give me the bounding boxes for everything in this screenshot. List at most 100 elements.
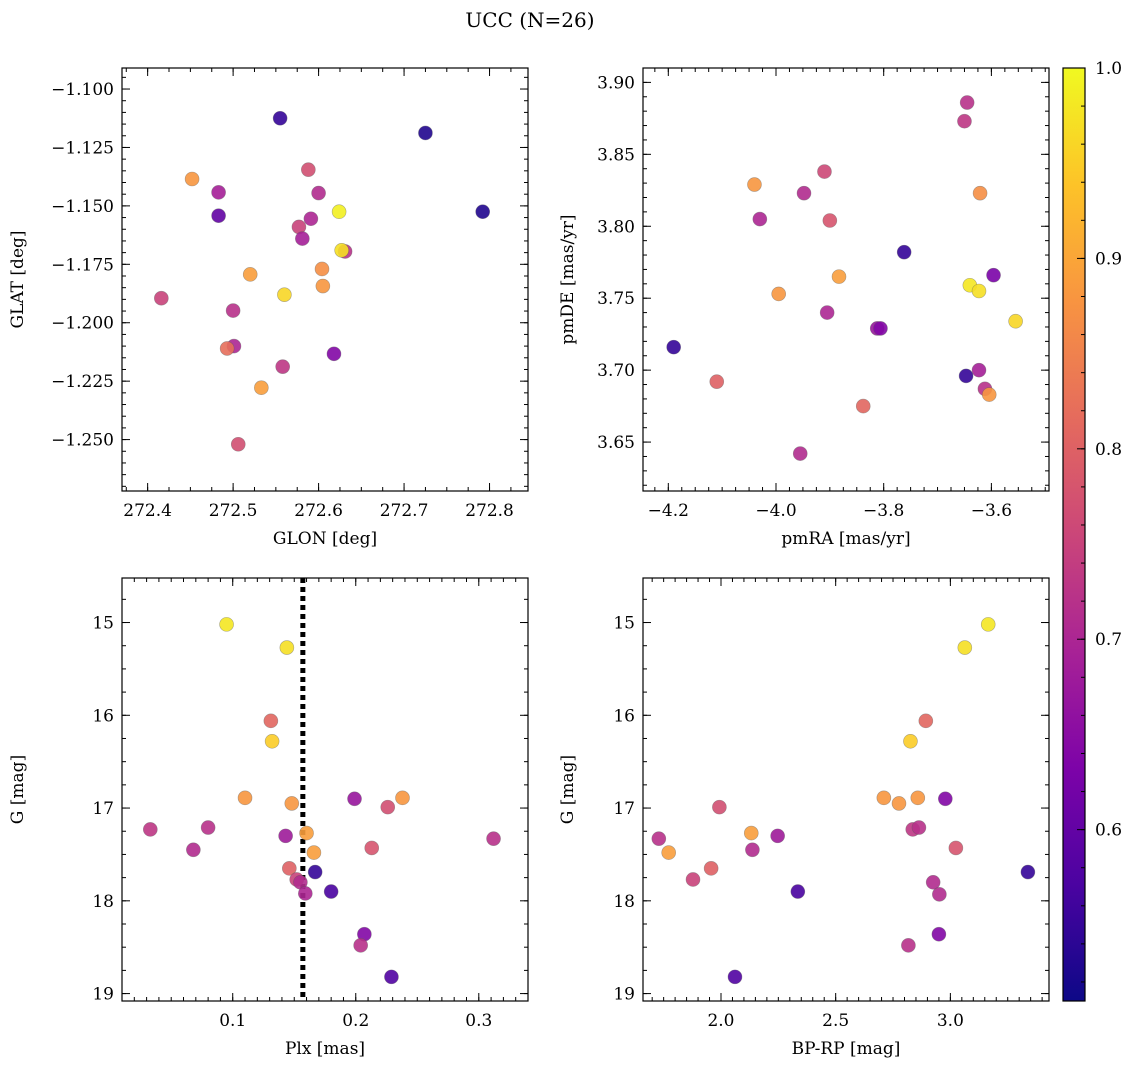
data-point: [1020, 864, 1036, 880]
data-point: [242, 267, 258, 282]
x-tick-label: 3.0: [937, 1011, 964, 1031]
data-point: [925, 874, 941, 890]
scatter-panel-3: 0.1 0.2 0.3 15 16 17 18 19 Plx [mas] G [mag]: [8, 577, 529, 1059]
data-point: [237, 790, 253, 806]
colorbar-tick-label: 0.8: [1095, 440, 1122, 460]
data-point: [957, 640, 973, 655]
data-point: [903, 733, 918, 749]
data-point: [314, 261, 330, 277]
data-point: [475, 204, 490, 220]
x-tick-label: 272.5: [209, 501, 258, 521]
data-point: [948, 840, 964, 856]
data-point: [747, 177, 762, 192]
y-tick-label: −1.150: [51, 197, 114, 217]
y-tick-label: 16: [613, 706, 635, 726]
data-point: [364, 840, 380, 856]
data-point: [981, 387, 997, 402]
y-tick-label: 3.85: [597, 145, 635, 165]
data-point: [307, 864, 323, 880]
y-tick-label: 19: [613, 985, 635, 1005]
data-point: [819, 305, 835, 320]
data-point: [384, 969, 399, 985]
data-point: [972, 185, 988, 201]
data-point: [380, 799, 396, 815]
y-tick-label: −1.125: [51, 138, 114, 158]
y-tick-label: 15: [92, 614, 114, 634]
data-point: [211, 185, 226, 200]
data-point: [301, 162, 316, 177]
colorbar-tick-label: 0.7: [1095, 630, 1122, 650]
figure-title: UCC (N=26): [465, 8, 594, 32]
data-point: [958, 368, 974, 384]
x-axis-label: BP-RP [mag]: [792, 1039, 901, 1059]
data-point: [331, 204, 347, 220]
y-tick-label: 17: [92, 799, 114, 819]
data-point: [651, 831, 667, 846]
data-point: [486, 831, 501, 846]
data-point: [295, 231, 310, 246]
y-tick-label: 18: [92, 892, 114, 912]
data-point: [347, 791, 362, 807]
data-point: [184, 171, 200, 187]
data-point: [186, 842, 201, 858]
data-point: [727, 969, 743, 985]
data-point: [284, 796, 300, 811]
data-point: [418, 125, 433, 141]
scatter-panels: 272.4 272.5 272.6 272.7 272.8 −1.100 −1.125 −1.…: [8, 67, 1050, 1059]
data-point: [230, 436, 246, 452]
y-axis-label: G [mag]: [8, 755, 28, 824]
colorbar-tick-label: 0.6: [1095, 821, 1122, 841]
data-point: [315, 278, 331, 294]
data-point: [752, 211, 768, 227]
data-point: [901, 938, 916, 953]
y-tick-label: −1.250: [51, 431, 114, 451]
data-point: [910, 790, 926, 806]
data-point: [298, 886, 313, 901]
data-point: [790, 884, 806, 899]
data-point: [142, 822, 158, 837]
x-tick-label: 0.3: [465, 1011, 492, 1031]
colorbar-gradient: [1063, 68, 1085, 1001]
data-point: [822, 213, 838, 228]
y-axis-label: GLAT [deg]: [8, 230, 28, 328]
data-point: [959, 95, 975, 110]
data-point: [154, 290, 169, 306]
data-point: [831, 269, 847, 284]
data-point: [211, 208, 226, 223]
y-axis-label: pmDE [mas/yr]: [558, 214, 578, 344]
data-point: [282, 861, 297, 876]
data-point: [932, 887, 947, 902]
data-point: [200, 820, 216, 835]
data-point: [334, 242, 349, 258]
plot-frame: [642, 577, 1050, 1002]
y-tick-label: −1.225: [51, 372, 114, 392]
plot-frame: [121, 577, 529, 1002]
colorbar-frame: [1062, 67, 1086, 1002]
data-point: [986, 267, 1001, 283]
data-point: [743, 825, 759, 841]
data-point: [873, 321, 888, 336]
y-axis-label: G [mag]: [558, 755, 578, 824]
data-point: [703, 861, 719, 876]
data-point: [896, 244, 912, 260]
x-tick-label: 2.0: [707, 1011, 734, 1031]
data-point: [911, 820, 927, 835]
data-point: [771, 286, 786, 302]
colorbar-tick-label: 1.0: [1095, 59, 1122, 79]
x-tick-label: 2.5: [822, 1011, 849, 1031]
y-tick-label: −1.175: [51, 255, 114, 275]
y-tick-label: −1.100: [51, 80, 114, 100]
x-axis-label: pmRA [mas/yr]: [781, 529, 910, 549]
data-point: [225, 303, 241, 318]
data-point: [303, 211, 319, 227]
y-tick-label: 3.90: [597, 73, 635, 93]
data-point: [279, 640, 295, 655]
y-tick-label: −1.200: [51, 314, 114, 334]
y-tick-label: 15: [613, 614, 635, 634]
y-tick-label: 17: [613, 799, 635, 819]
data-point: [685, 872, 701, 887]
data-point: [817, 164, 832, 179]
data-point: [219, 341, 235, 356]
x-tick-label: −4.0: [755, 501, 796, 521]
data-point: [938, 791, 953, 807]
